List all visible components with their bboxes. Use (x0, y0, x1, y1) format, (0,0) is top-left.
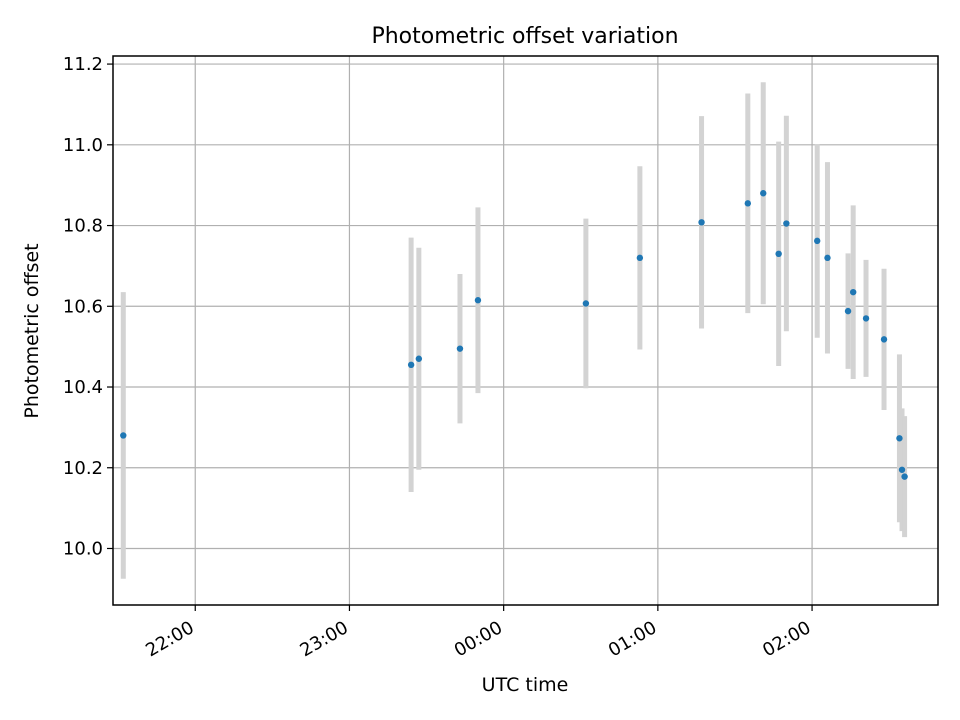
data-point (744, 200, 752, 207)
data-points (120, 190, 908, 480)
y-tick-label: 11.0 (63, 135, 103, 156)
data-point (582, 300, 590, 307)
data-point (783, 220, 790, 227)
data-point (824, 254, 831, 262)
data-point (849, 288, 857, 296)
data-point (760, 190, 767, 197)
data-point (896, 435, 903, 442)
data-point (901, 473, 908, 480)
data-point (474, 297, 482, 304)
data-point (862, 315, 870, 322)
y-tick-label: 10.6 (63, 296, 103, 317)
gridlines (113, 56, 938, 605)
chart-title: Photometric offset variation (371, 24, 678, 49)
y-tick-label: 10.0 (63, 538, 103, 559)
data-point (415, 355, 423, 362)
x-axis-title: UTC time (482, 674, 569, 696)
data-point (636, 254, 644, 262)
plot-frame (112, 55, 939, 606)
y-tick-label: 10.8 (63, 216, 103, 237)
y-axis-ticks: 10.0 10.2 10.4 10.6 10.8 11.0 11.2 (63, 54, 113, 559)
data-point (880, 336, 888, 343)
y-tick-label: 10.2 (63, 458, 103, 479)
data-point (898, 466, 906, 473)
data-point (120, 432, 127, 439)
data-point (775, 250, 782, 258)
y-tick-label: 10.4 (63, 377, 103, 398)
data-point (698, 219, 705, 226)
y-tick-label: 11.2 (63, 54, 103, 75)
data-point (407, 361, 415, 369)
y-axis-title: Photometric offset (21, 243, 43, 418)
data-point (814, 237, 821, 245)
data-point (844, 307, 852, 315)
data-point (456, 345, 464, 352)
